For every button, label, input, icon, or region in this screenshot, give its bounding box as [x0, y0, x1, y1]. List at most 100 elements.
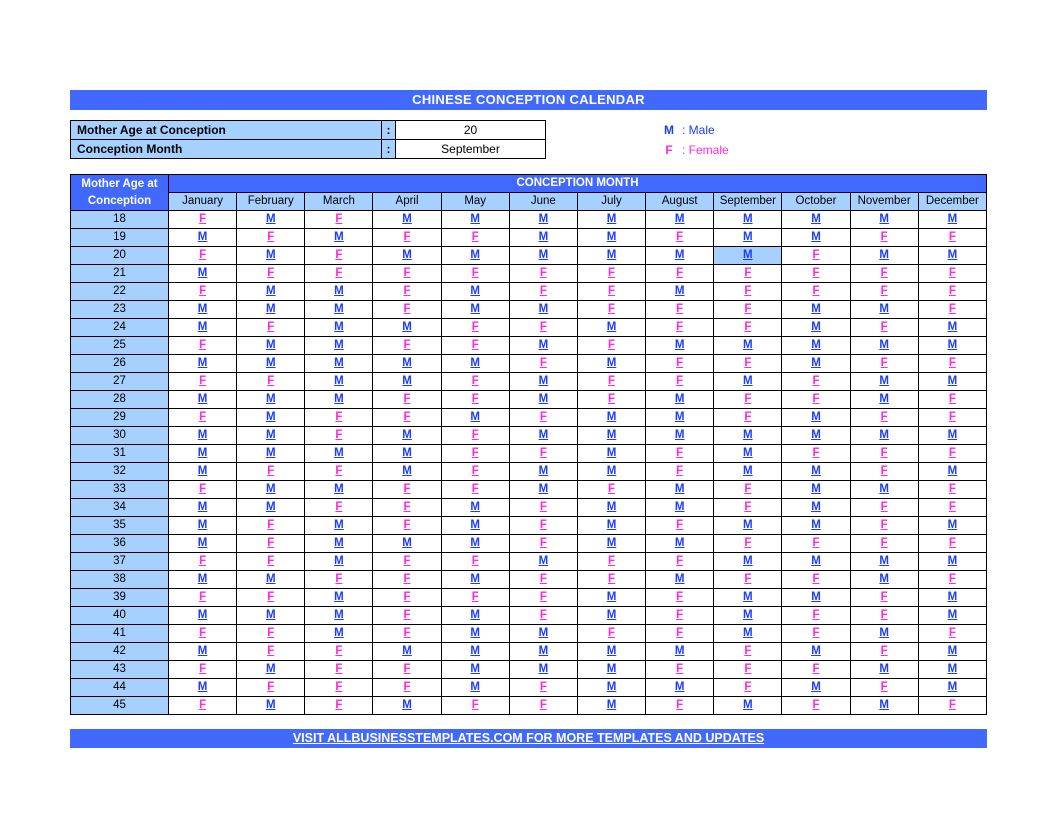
prediction-cell[interactable]: M	[577, 607, 645, 625]
prediction-cell[interactable]: F	[509, 283, 577, 301]
prediction-cell[interactable]: M	[918, 373, 986, 391]
prediction-cell[interactable]: F	[850, 445, 918, 463]
prediction-cell[interactable]: M	[305, 481, 373, 499]
prediction-cell[interactable]: F	[918, 445, 986, 463]
prediction-cell[interactable]: M	[577, 643, 645, 661]
prediction-cell[interactable]: F	[373, 283, 441, 301]
prediction-cell[interactable]: F	[373, 607, 441, 625]
prediction-cell[interactable]: M	[850, 427, 918, 445]
prediction-cell[interactable]: F	[646, 445, 714, 463]
prediction-cell[interactable]: M	[714, 589, 782, 607]
prediction-cell[interactable]: M	[918, 211, 986, 229]
prediction-cell[interactable]: M	[305, 337, 373, 355]
prediction-cell[interactable]: F	[305, 265, 373, 283]
prediction-cell[interactable]: F	[441, 265, 509, 283]
prediction-cell[interactable]: M	[782, 427, 850, 445]
prediction-cell[interactable]: F	[373, 265, 441, 283]
prediction-cell[interactable]: M	[373, 463, 441, 481]
prediction-cell[interactable]: F	[646, 229, 714, 247]
prediction-cell[interactable]: M	[646, 499, 714, 517]
prediction-cell[interactable]: F	[714, 319, 782, 337]
prediction-cell[interactable]: F	[509, 535, 577, 553]
prediction-cell[interactable]: M	[373, 247, 441, 265]
prediction-cell[interactable]: F	[782, 535, 850, 553]
prediction-cell[interactable]: F	[577, 301, 645, 319]
prediction-cell[interactable]: M	[509, 247, 577, 265]
prediction-cell[interactable]: F	[509, 697, 577, 715]
prediction-cell[interactable]: F	[373, 553, 441, 571]
prediction-cell[interactable]: F	[441, 553, 509, 571]
prediction-cell[interactable]: F	[782, 247, 850, 265]
prediction-cell[interactable]: F	[169, 211, 237, 229]
prediction-cell[interactable]: M	[237, 337, 305, 355]
prediction-cell[interactable]: M	[169, 679, 237, 697]
prediction-cell[interactable]: M	[441, 661, 509, 679]
prediction-cell[interactable]: F	[782, 697, 850, 715]
prediction-cell[interactable]: M	[237, 355, 305, 373]
prediction-cell[interactable]: M	[714, 445, 782, 463]
prediction-cell[interactable]: F	[441, 463, 509, 481]
prediction-cell[interactable]: M	[782, 319, 850, 337]
prediction-cell[interactable]: M	[714, 373, 782, 391]
prediction-cell[interactable]: M	[237, 607, 305, 625]
prediction-cell[interactable]: M	[577, 517, 645, 535]
prediction-cell[interactable]: M	[373, 355, 441, 373]
prediction-cell[interactable]: M	[850, 301, 918, 319]
prediction-cell[interactable]: M	[169, 391, 237, 409]
prediction-cell[interactable]: F	[918, 283, 986, 301]
prediction-cell[interactable]: M	[441, 409, 509, 427]
prediction-cell[interactable]: F	[577, 625, 645, 643]
prediction-cell[interactable]: M	[373, 427, 441, 445]
prediction-cell[interactable]: M	[373, 319, 441, 337]
prediction-cell[interactable]: M	[646, 679, 714, 697]
prediction-cell[interactable]: F	[441, 445, 509, 463]
prediction-cell[interactable]: M	[850, 373, 918, 391]
prediction-cell[interactable]: M	[782, 337, 850, 355]
prediction-cell[interactable]: F	[509, 499, 577, 517]
prediction-cell[interactable]: F	[850, 517, 918, 535]
prediction-cell[interactable]: M	[373, 373, 441, 391]
prediction-cell[interactable]: F	[850, 535, 918, 553]
prediction-cell[interactable]: M	[169, 229, 237, 247]
prediction-cell[interactable]: M	[850, 247, 918, 265]
prediction-cell[interactable]: F	[918, 355, 986, 373]
prediction-cell[interactable]: M	[782, 355, 850, 373]
prediction-cell[interactable]: M	[305, 229, 373, 247]
prediction-cell[interactable]: F	[577, 553, 645, 571]
prediction-cell[interactable]: F	[373, 661, 441, 679]
prediction-cell[interactable]: M	[577, 229, 645, 247]
prediction-cell[interactable]: M	[441, 355, 509, 373]
prediction-cell[interactable]: F	[850, 229, 918, 247]
prediction-cell[interactable]: M	[441, 625, 509, 643]
prediction-cell[interactable]: M	[237, 697, 305, 715]
prediction-cell[interactable]: M	[169, 463, 237, 481]
prediction-cell[interactable]: F	[646, 661, 714, 679]
prediction-cell[interactable]: F	[169, 625, 237, 643]
prediction-cell[interactable]: M	[646, 337, 714, 355]
prediction-cell[interactable]: M	[782, 463, 850, 481]
prediction-cell[interactable]: M	[577, 409, 645, 427]
prediction-cell[interactable]: F	[237, 553, 305, 571]
prediction-cell[interactable]: M	[918, 553, 986, 571]
prediction-cell[interactable]: F	[577, 265, 645, 283]
prediction-cell[interactable]: F	[441, 229, 509, 247]
prediction-cell[interactable]: M	[305, 607, 373, 625]
prediction-cell[interactable]: F	[782, 625, 850, 643]
prediction-cell[interactable]: M	[305, 445, 373, 463]
prediction-cell[interactable]: M	[237, 211, 305, 229]
prediction-cell[interactable]: M	[509, 391, 577, 409]
prediction-cell[interactable]: M	[169, 643, 237, 661]
prediction-cell[interactable]: F	[850, 283, 918, 301]
prediction-cell[interactable]: F	[714, 535, 782, 553]
prediction-cell[interactable]: M	[373, 643, 441, 661]
prediction-cell[interactable]: M	[577, 499, 645, 517]
prediction-cell[interactable]: M	[305, 535, 373, 553]
prediction-cell[interactable]: F	[918, 571, 986, 589]
prediction-cell[interactable]: M	[305, 391, 373, 409]
prediction-cell[interactable]: F	[509, 319, 577, 337]
prediction-cell[interactable]: M	[237, 247, 305, 265]
prediction-cell[interactable]: M	[577, 355, 645, 373]
prediction-cell[interactable]: F	[577, 571, 645, 589]
prediction-cell[interactable]: F	[646, 373, 714, 391]
prediction-cell[interactable]: F	[714, 409, 782, 427]
